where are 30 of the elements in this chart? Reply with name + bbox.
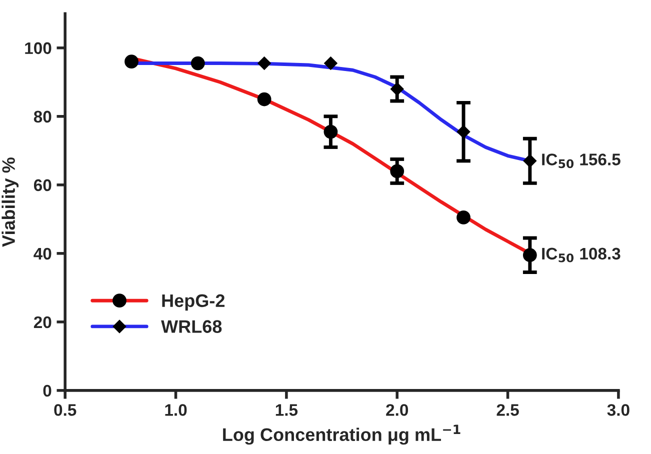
y-tick-label: 60 — [34, 179, 52, 192]
x-axis-title: Log Concentration μg mL$^{−1}$ — [223, 424, 460, 445]
y-tick-label: 20 — [34, 316, 52, 328]
x-tick-label: 1.5 — [276, 404, 298, 416]
y-tick-label: 0 — [43, 384, 52, 397]
y-axis-title: Viability % — [2, 158, 19, 247]
point — [324, 124, 338, 139]
annotation: IC$_{50}$ 108.3 — [542, 248, 620, 262]
x-tick-label: 2.0 — [386, 404, 408, 416]
point — [257, 92, 272, 106]
legend-label: WRL68 — [161, 320, 222, 333]
y-tick-label: 40 — [34, 248, 52, 260]
legend-label: HepG-2 — [162, 294, 225, 311]
y-tick-label: 100 — [25, 42, 52, 54]
x-tick-label: 0.5 — [54, 404, 76, 416]
y-tick-label: 80 — [34, 110, 52, 123]
point — [456, 125, 470, 138]
x-tick-label: 2.5 — [496, 404, 519, 416]
point — [258, 56, 271, 70]
x-tick-label: 3.0 — [607, 404, 630, 416]
point — [390, 164, 404, 178]
point — [124, 54, 138, 69]
point — [522, 248, 537, 262]
annotation: IC$_{50}$ 156.5 — [542, 154, 620, 168]
point — [390, 82, 404, 96]
point — [190, 56, 205, 70]
point — [324, 56, 338, 70]
point — [456, 210, 470, 224]
x-tick-label: 1.0 — [165, 404, 187, 416]
point — [523, 154, 536, 168]
